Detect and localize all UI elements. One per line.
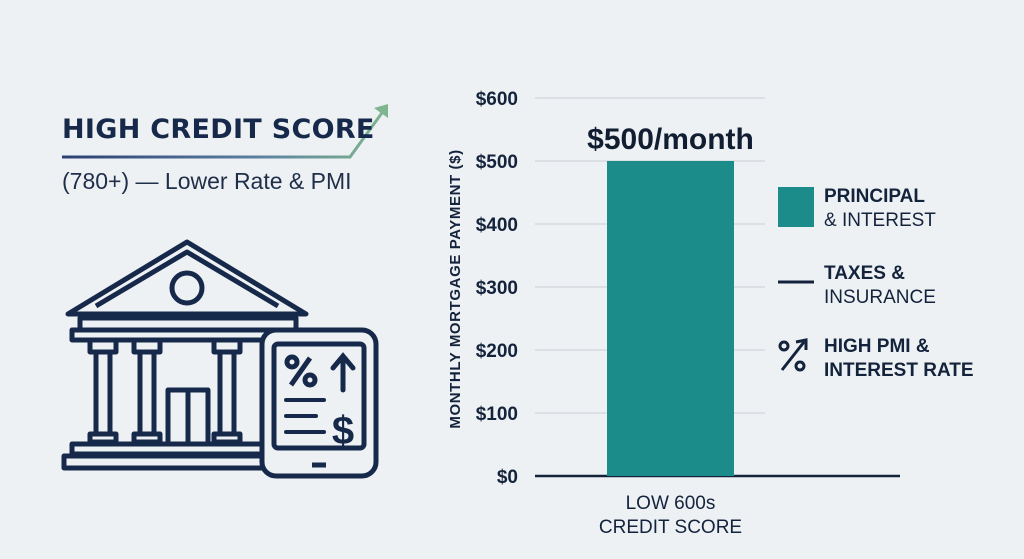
legend-label: HIGH PMI & INTEREST RATE [824, 336, 974, 381]
y-tick-label: $400 [476, 215, 518, 236]
legend-label-line1: PRINCIPAL [824, 186, 925, 207]
y-tick-label: $200 [476, 341, 518, 362]
legend-label-line1: TAXES & [824, 263, 905, 284]
y-tick-label: $600 [476, 89, 518, 110]
legend-label-line2: INTEREST RATE [824, 360, 974, 381]
y-tick-label: $300 [476, 278, 518, 299]
y-tick-label: $0 [497, 467, 518, 488]
y-tick-label: $500 [476, 152, 518, 173]
legend-label-line2: & INTEREST [824, 210, 936, 231]
text-lines [284, 398, 326, 434]
trend-arrow-icon [62, 104, 388, 159]
headline-subtitle: (780+) — Lower Rate & PMI [62, 168, 352, 194]
legend-label: TAXES & INSURANCE [824, 263, 936, 308]
tablet-icon [259, 327, 379, 479]
x-category-label-line: LOW 600s [626, 493, 716, 514]
legend-label: PRINCIPAL & INTEREST [824, 186, 936, 231]
legend-label-line2: INSURANCE [824, 287, 936, 308]
bank-tablet-illustration: $ [61, 239, 379, 479]
up-arrow-icon [330, 352, 356, 393]
percent-arrow-icon [778, 338, 808, 372]
bar-low-600s [607, 161, 734, 476]
legend-label-line1: HIGH PMI & [824, 336, 930, 357]
y-axis-label: MONTHLY MORTGAGE PAYMENT ($) [447, 149, 464, 428]
legend-swatch-principal [778, 187, 814, 227]
headline-title: HIGH CREDIT SCORE [62, 114, 375, 145]
dollar-icon: $ [332, 409, 354, 453]
x-category-label-line: CREDIT SCORE [599, 517, 742, 538]
bar-chart: $0 $100 $200 $300 $400 $500 $600 MONTHLY MORTGA… [447, 89, 974, 538]
bar-data-label: $500/month [587, 123, 754, 156]
y-tick-label: $100 [476, 404, 518, 425]
x-category-label: LOW 600s CREDIT SCORE [599, 493, 742, 538]
percent-icon [284, 354, 318, 388]
